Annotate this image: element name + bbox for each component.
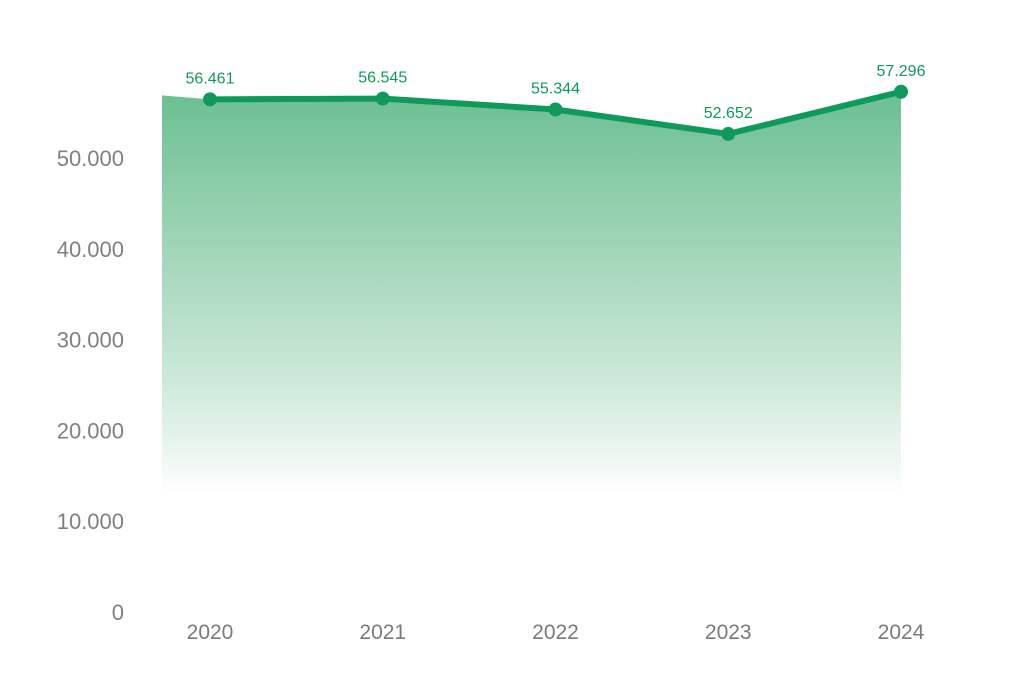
- data-point: [894, 84, 908, 99]
- y-tick-label: 10.000: [57, 509, 124, 534]
- y-tick-label: 0: [112, 600, 124, 625]
- x-tick-label: 2022: [532, 621, 579, 644]
- data-label: 56.545: [358, 70, 407, 87]
- y-tick-label: 20.000: [57, 418, 124, 443]
- x-tick-label: 2024: [878, 621, 925, 644]
- x-tick-label: 2021: [359, 621, 406, 644]
- data-label: 56.461: [186, 70, 235, 87]
- area-fill: [162, 91, 901, 495]
- y-tick-label: 30.000: [57, 328, 124, 353]
- y-tick-label: 50.000: [57, 146, 124, 171]
- data-label: 57.296: [877, 63, 926, 80]
- data-point: [721, 126, 736, 141]
- data-point: [203, 92, 217, 107]
- data-label: 52.652: [704, 105, 753, 122]
- data-point: [548, 102, 563, 117]
- x-tick-label: 2023: [705, 621, 752, 644]
- y-tick-label: 40.000: [57, 237, 124, 262]
- data-label: 55.344: [531, 80, 580, 97]
- x-tick-label: 2020: [187, 621, 234, 644]
- data-point: [375, 91, 390, 106]
